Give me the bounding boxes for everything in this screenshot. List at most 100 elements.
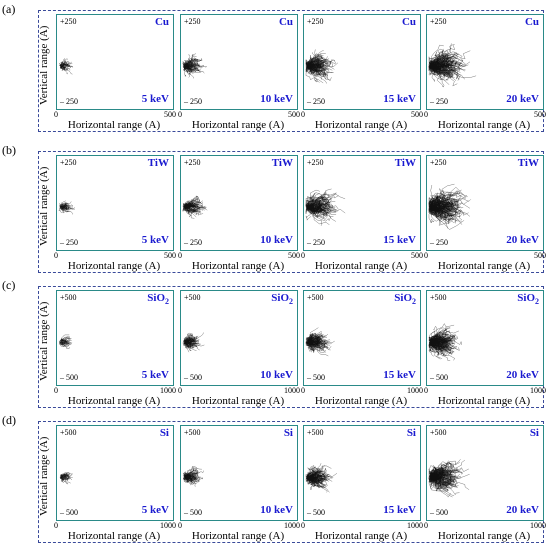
trajectory-path bbox=[430, 341, 448, 357]
x-tick-min: 0 bbox=[424, 386, 428, 395]
plot-panel: Si 5 keV +500 – 500 bbox=[56, 425, 174, 521]
x-tick-max: 1000 bbox=[284, 521, 300, 530]
x-axis-label: Horizontal range (A) bbox=[191, 260, 285, 272]
trajectory-path bbox=[431, 468, 446, 478]
trajectory-cloud bbox=[182, 53, 208, 79]
material-name: SiO bbox=[517, 292, 535, 304]
trajectory-path bbox=[429, 189, 446, 208]
material-name: Si bbox=[529, 427, 539, 439]
x-tick-max: 1000 bbox=[407, 521, 423, 530]
y-tick-top: +250 bbox=[184, 17, 201, 26]
trajectory-path bbox=[183, 202, 206, 209]
trajectory-path bbox=[308, 338, 324, 345]
x-tick-max: 500 bbox=[288, 110, 300, 119]
energy-label: 5 keV bbox=[141, 93, 169, 105]
x-tick-min: 0 bbox=[301, 386, 305, 395]
trajectory-path bbox=[431, 57, 444, 68]
trajectory-path bbox=[60, 65, 68, 75]
trajectory-path bbox=[428, 327, 451, 341]
material-name: Si bbox=[406, 427, 416, 439]
material-name: SiO bbox=[271, 292, 289, 304]
trajectory-path bbox=[430, 207, 444, 216]
energy-label: 10 keV bbox=[260, 504, 293, 516]
trajectory-path bbox=[430, 343, 453, 354]
row-label: (a) bbox=[2, 2, 16, 16]
trajectory-cloud bbox=[59, 472, 74, 485]
y-tick-top: +500 bbox=[60, 293, 77, 302]
figure-row: (a) Vertical range (A) Cu 5 keV +250– 250 0 50… bbox=[2, 2, 548, 132]
trajectory-path bbox=[430, 197, 445, 208]
x-tick-max: 1000 bbox=[160, 521, 176, 530]
trajectory-path bbox=[428, 336, 458, 347]
trajectory-path bbox=[60, 64, 70, 72]
trajectory-cloud bbox=[428, 459, 470, 498]
trajectory-path bbox=[430, 207, 455, 226]
trajectory-path bbox=[305, 60, 327, 68]
material-label: TiW bbox=[518, 157, 539, 171]
material-name: Si bbox=[283, 427, 293, 439]
material-label: SiO2 bbox=[271, 292, 293, 306]
y-tick-top: +250 bbox=[307, 158, 324, 167]
energy-label: 20 keV bbox=[506, 504, 539, 516]
trajectory-path bbox=[430, 475, 449, 486]
trajectory-path bbox=[59, 335, 70, 341]
x-tick-max: 500 bbox=[164, 110, 176, 119]
trajectory-cloud bbox=[182, 332, 205, 353]
x-tick-max: 1000 bbox=[530, 386, 546, 395]
trajectory-cloud bbox=[428, 43, 477, 88]
y-tick-bottom: – 250 bbox=[60, 238, 78, 247]
plot-panel: TiW 10 keV +250 – 250 bbox=[180, 155, 298, 251]
trajectory-path bbox=[61, 472, 72, 476]
trajectory-path bbox=[430, 64, 461, 81]
trajectory-path bbox=[431, 342, 444, 356]
trajectory-path bbox=[431, 206, 454, 217]
material-label: TiW bbox=[148, 157, 169, 171]
row-label: (b) bbox=[2, 143, 16, 157]
trajectory-path bbox=[306, 53, 323, 67]
trajectory-path bbox=[184, 478, 196, 486]
plot-panel: Cu 10 keV +250 – 250 bbox=[180, 14, 298, 110]
trajectory-cloud bbox=[182, 195, 208, 219]
trajectory-path bbox=[307, 204, 316, 212]
trajectory-path bbox=[184, 205, 195, 211]
trajectory-path bbox=[307, 195, 322, 207]
x-axis-label: Horizontal range (A) bbox=[437, 395, 531, 407]
trajectory-path bbox=[59, 204, 64, 209]
energy-label: 20 keV bbox=[506, 234, 539, 246]
trajectory-path bbox=[308, 337, 314, 342]
trajectory-path bbox=[307, 50, 324, 66]
x-tick-max: 500 bbox=[288, 251, 300, 260]
x-axis-label: Horizontal range (A) bbox=[437, 530, 531, 542]
x-tick-max: 500 bbox=[411, 110, 423, 119]
energy-label: 5 keV bbox=[141, 504, 169, 516]
y-tick-bottom: – 500 bbox=[184, 373, 202, 382]
x-tick-min: 0 bbox=[301, 521, 305, 530]
material-label: Cu bbox=[402, 16, 416, 30]
trajectory-path bbox=[430, 197, 456, 211]
material-name: SiO bbox=[394, 292, 412, 304]
x-tick-min: 0 bbox=[424, 110, 428, 119]
material-label: Si bbox=[284, 427, 293, 441]
x-axis-label: Horizontal range (A) bbox=[67, 395, 161, 407]
trajectory-path bbox=[184, 338, 190, 343]
y-tick-top: +250 bbox=[307, 17, 324, 26]
trajectory-path bbox=[430, 202, 449, 212]
x-axis-label: Horizontal range (A) bbox=[437, 119, 531, 131]
y-tick-top: +500 bbox=[184, 428, 201, 437]
trajectory-path bbox=[61, 477, 69, 485]
x-axis-label: Horizontal range (A) bbox=[67, 260, 161, 272]
x-axis-label: Horizontal range (A) bbox=[314, 119, 408, 131]
trajectory-cloud bbox=[428, 183, 471, 230]
energy-label: 10 keV bbox=[260, 234, 293, 246]
x-axis-label: Horizontal range (A) bbox=[437, 260, 531, 272]
material-name: Cu bbox=[278, 16, 293, 28]
y-tick-top: +500 bbox=[307, 293, 324, 302]
x-tick-max: 1000 bbox=[530, 521, 546, 530]
energy-label: 15 keV bbox=[383, 234, 416, 246]
plot-panel: SiO2 20 keV +500 – 500 bbox=[426, 290, 544, 386]
trajectory-cloud bbox=[58, 334, 73, 349]
material-label: Cu bbox=[525, 16, 539, 30]
trajectory-path bbox=[431, 341, 448, 355]
trajectory-path bbox=[306, 205, 321, 210]
trajectory-path bbox=[307, 478, 316, 488]
